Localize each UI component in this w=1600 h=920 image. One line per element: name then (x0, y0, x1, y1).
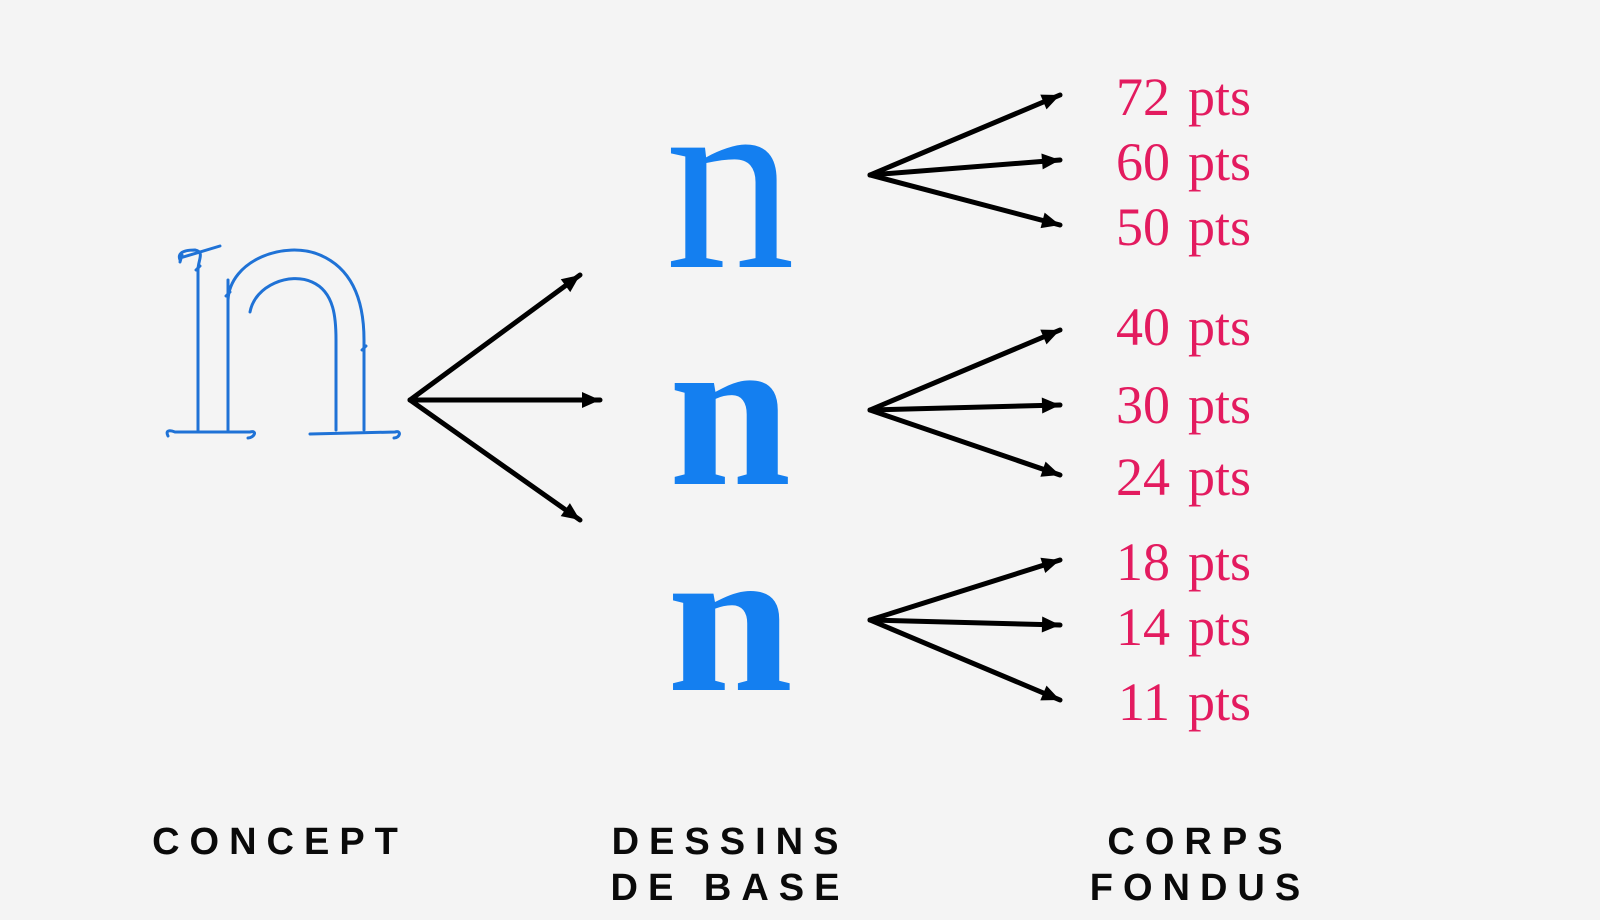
arrow (870, 620, 1060, 700)
base-design-n-0: n (665, 50, 795, 310)
size-label-11: 11pts (1090, 675, 1251, 729)
size-label-60: 60pts (1090, 135, 1251, 189)
arrow (870, 558, 1060, 620)
size-label-14: 14pts (1090, 600, 1251, 654)
arrow (410, 400, 580, 520)
size-label-40: 40pts (1090, 300, 1251, 354)
heading-2: CORPS FONDUS (1090, 820, 1310, 911)
size-label-50: 50pts (1090, 200, 1251, 254)
arrow (870, 95, 1060, 175)
base-design-n-1: n (669, 300, 791, 520)
arrow (870, 153, 1060, 175)
size-label-18: 18pts (1090, 535, 1251, 589)
arrow (870, 410, 1060, 477)
size-label-30: 30pts (1090, 378, 1251, 432)
size-label-24: 24pts (1090, 450, 1251, 504)
diagram-stage: nnn 72pts 60pts 50pts 40pts 30pts 24pts 18pts 1… (0, 0, 1600, 920)
concept-sketch-n (150, 200, 410, 480)
base-design-n-2: n (667, 515, 793, 725)
arrow (870, 330, 1060, 410)
arrow (870, 175, 1060, 228)
arrow (410, 392, 600, 408)
heading-1: DESSINS DE BASE (611, 820, 850, 911)
arrow (870, 397, 1060, 413)
arrow (410, 275, 580, 400)
heading-0: CONCEPT (152, 820, 408, 866)
size-label-72: 72pts (1090, 70, 1251, 124)
arrow (870, 617, 1060, 633)
